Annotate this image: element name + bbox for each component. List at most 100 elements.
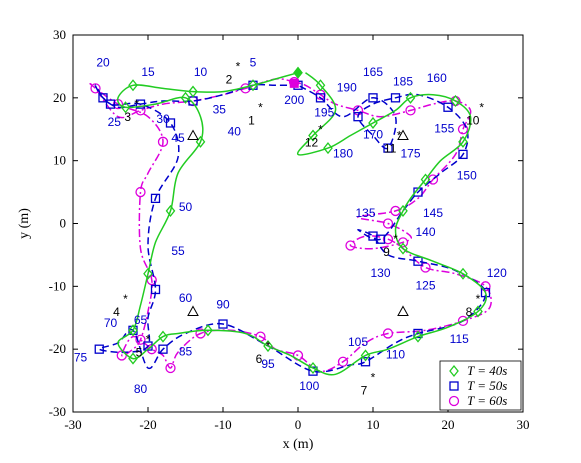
waypoint-label-11: 11 bbox=[384, 142, 397, 156]
waypoint-label-9: 9 bbox=[383, 245, 390, 259]
series-1-marker-32 bbox=[413, 328, 423, 339]
x-tick-label: -30 bbox=[64, 417, 81, 432]
time-label-20: 20 bbox=[96, 55, 110, 69]
series-0-marker-6 bbox=[128, 79, 138, 92]
series-1-marker-34 bbox=[480, 287, 491, 298]
waypoint-star-5: * bbox=[146, 333, 151, 347]
time-label-55: 55 bbox=[171, 244, 185, 258]
series-1-marker-44 bbox=[458, 149, 468, 160]
series-1-marker-8 bbox=[98, 93, 108, 103]
waypoint-star-10: * bbox=[479, 100, 484, 114]
waypoint-star-2: * bbox=[236, 59, 241, 73]
legend-entry-0: T = 40s bbox=[467, 363, 507, 378]
series-0-marker-12 bbox=[195, 135, 206, 148]
waypoint-label-3: 3 bbox=[124, 110, 131, 124]
time-label-50: 50 bbox=[179, 200, 193, 214]
series-0-marker-20 bbox=[128, 352, 138, 365]
time-label-135: 135 bbox=[355, 206, 375, 220]
legend-marker-0 bbox=[449, 364, 459, 378]
triangle-marker-3 bbox=[397, 129, 409, 141]
triangle-marker-2 bbox=[397, 305, 409, 316]
waypoint-star-3: * bbox=[134, 97, 139, 111]
time-label-165: 165 bbox=[363, 65, 383, 79]
time-label-105: 105 bbox=[348, 335, 368, 349]
series-2-marker-54 bbox=[457, 124, 469, 135]
time-label-130: 130 bbox=[370, 266, 390, 280]
series-0-marker-46 bbox=[450, 94, 461, 108]
waypoint-label-12: 12 bbox=[305, 135, 319, 149]
series-line-0 bbox=[116, 71, 488, 376]
time-label-140: 140 bbox=[415, 225, 435, 239]
series-2-marker-8 bbox=[90, 83, 101, 94]
series-1-marker-30 bbox=[360, 357, 371, 367]
waypoint-star-9: * bbox=[393, 232, 398, 246]
waypoint-label-6: 6 bbox=[256, 352, 263, 366]
waypoint-label-4: 4 bbox=[113, 305, 120, 319]
series-0-marker-52 bbox=[323, 142, 333, 155]
time-label-180: 180 bbox=[333, 147, 353, 161]
legend-marker-1 bbox=[449, 381, 459, 391]
legend-entry-2: T = 60s bbox=[467, 393, 507, 408]
time-label-30: 30 bbox=[156, 112, 170, 126]
series-1-marker-56 bbox=[315, 93, 326, 103]
x-tick-label: -20 bbox=[139, 417, 156, 432]
series-1-marker-6 bbox=[135, 99, 146, 109]
series-1-marker-14 bbox=[150, 193, 161, 204]
series-2-marker-26 bbox=[195, 328, 206, 339]
waypoint-star-8: * bbox=[476, 292, 481, 306]
series-0-marker-24 bbox=[203, 324, 213, 337]
series-0 bbox=[116, 66, 488, 376]
waypoint-star-7: * bbox=[371, 370, 376, 384]
series-0-marker-44 bbox=[458, 135, 468, 148]
triangle-marker-0 bbox=[187, 129, 199, 141]
waypoint-label-8: 8 bbox=[466, 305, 473, 319]
axes: -30-30 -20 -20 -10 -10 0 0 10 10 20 20 30 30 x (m) y (… bbox=[17, 27, 530, 452]
waypoint-label-2: 2 bbox=[226, 72, 233, 86]
legend-marker-2 bbox=[448, 395, 460, 407]
waypoint-star-6: * bbox=[266, 339, 271, 353]
time-label-185: 185 bbox=[393, 74, 413, 88]
series-1-marker-54 bbox=[368, 93, 378, 103]
time-label-75: 75 bbox=[74, 351, 88, 365]
series-1-marker-16 bbox=[150, 284, 161, 295]
time-label-190: 190 bbox=[337, 81, 357, 95]
x-axis-label: x (m) bbox=[283, 437, 314, 452]
series-2-marker-42 bbox=[382, 234, 394, 245]
x-tick-label: 20 bbox=[442, 417, 455, 432]
time-label-145: 145 bbox=[423, 206, 443, 220]
time-label-65: 65 bbox=[134, 313, 148, 327]
time-label-200: 200 bbox=[284, 93, 304, 107]
time-label-85: 85 bbox=[179, 344, 193, 358]
series-0-marker-2 bbox=[248, 79, 258, 92]
waypoint-label-1: 1 bbox=[248, 113, 255, 127]
time-label-25: 25 bbox=[108, 115, 122, 129]
time-label-90: 90 bbox=[216, 297, 230, 311]
series-2-marker-18 bbox=[135, 334, 146, 345]
time-label-95: 95 bbox=[261, 357, 275, 371]
series-0-marker-4 bbox=[188, 85, 198, 98]
time-label-40: 40 bbox=[228, 125, 242, 139]
waypoint-star-12: * bbox=[318, 122, 323, 136]
waypoint-star-4: * bbox=[123, 292, 128, 306]
series-2-marker-52 bbox=[427, 174, 439, 185]
time-label-125: 125 bbox=[415, 278, 435, 292]
time-label-115: 115 bbox=[450, 332, 469, 346]
time-label-70: 70 bbox=[104, 316, 118, 330]
series-0-marker-32 bbox=[413, 330, 423, 343]
series-1-marker-10 bbox=[105, 99, 116, 109]
series-0-marker-56 bbox=[315, 79, 326, 92]
series-0-marker-30 bbox=[360, 349, 371, 362]
y-tick-label: -30 bbox=[49, 404, 66, 419]
series-1-marker-48 bbox=[390, 93, 401, 103]
y-axis-label: y (m) bbox=[17, 208, 32, 239]
x-tick-label: 30 bbox=[517, 417, 530, 432]
series-0-marker-22 bbox=[158, 330, 168, 343]
time-label-195: 195 bbox=[314, 106, 334, 120]
series-0-marker-26 bbox=[263, 339, 273, 353]
time-label-35: 35 bbox=[213, 103, 227, 117]
series-0-marker-40 bbox=[398, 204, 408, 217]
time-label-80: 80 bbox=[134, 382, 148, 396]
